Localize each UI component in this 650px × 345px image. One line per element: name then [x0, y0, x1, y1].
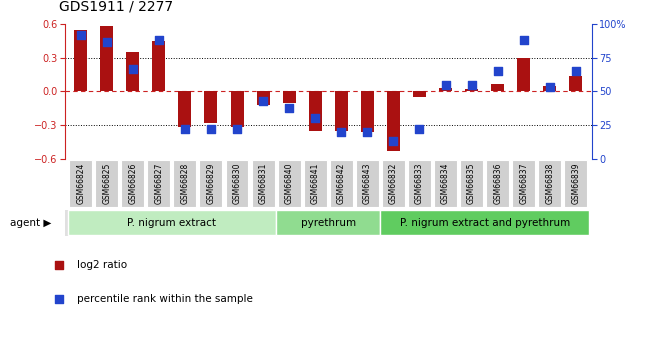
Bar: [543, 86, 556, 91]
Text: P. nigrum extract and pyrethrum: P. nigrum extract and pyrethrum: [400, 218, 570, 228]
Point: [127, 66, 138, 71]
Bar: [356, 160, 379, 207]
Bar: [152, 41, 165, 91]
Text: GSM66836: GSM66836: [493, 163, 502, 205]
Bar: [434, 160, 457, 207]
Text: GSM66838: GSM66838: [545, 163, 554, 204]
Bar: [569, 76, 582, 91]
Text: GSM66825: GSM66825: [102, 163, 111, 204]
Text: P. nigrum extract: P. nigrum extract: [127, 218, 216, 228]
Point: [362, 129, 372, 135]
Text: percentile rank within the sample: percentile rank within the sample: [77, 294, 253, 304]
Text: GSM66830: GSM66830: [233, 163, 242, 205]
Bar: [330, 160, 353, 207]
Bar: [257, 91, 270, 105]
Bar: [413, 91, 426, 97]
Bar: [408, 160, 431, 207]
Bar: [252, 160, 274, 207]
Point: [232, 126, 242, 132]
Bar: [74, 30, 87, 91]
Text: GSM66827: GSM66827: [154, 163, 163, 204]
Text: GSM66826: GSM66826: [128, 163, 137, 204]
Text: GSM66824: GSM66824: [76, 163, 85, 204]
Point: [179, 126, 190, 132]
Point: [388, 138, 398, 144]
Point: [519, 38, 529, 43]
Bar: [122, 160, 144, 207]
Text: GSM66839: GSM66839: [571, 163, 580, 205]
Text: agent ▶: agent ▶: [10, 218, 51, 228]
Point: [467, 82, 477, 87]
Bar: [200, 160, 222, 207]
Bar: [439, 88, 452, 91]
Bar: [276, 210, 380, 235]
Bar: [486, 160, 509, 207]
Bar: [382, 160, 405, 207]
Point: [258, 98, 268, 104]
Bar: [465, 89, 478, 91]
Point: [206, 126, 216, 132]
Bar: [178, 91, 191, 127]
Point: [291, 165, 301, 170]
Bar: [283, 91, 296, 103]
Bar: [68, 210, 276, 235]
Bar: [304, 160, 327, 207]
Text: GSM66835: GSM66835: [467, 163, 476, 205]
Text: GSM66841: GSM66841: [311, 163, 320, 204]
Text: GSM66831: GSM66831: [259, 163, 268, 204]
Bar: [278, 160, 300, 207]
Bar: [517, 58, 530, 91]
Bar: [512, 160, 535, 207]
Point: [153, 38, 164, 43]
Bar: [69, 160, 92, 207]
Point: [101, 39, 112, 45]
Point: [414, 126, 424, 132]
Bar: [100, 26, 113, 91]
Point: [545, 85, 555, 90]
Bar: [335, 91, 348, 131]
Bar: [205, 91, 218, 123]
Text: GSM66833: GSM66833: [415, 163, 424, 205]
Bar: [226, 160, 248, 207]
Bar: [309, 91, 322, 131]
Text: GSM66840: GSM66840: [285, 163, 294, 205]
Text: log2 ratio: log2 ratio: [77, 260, 127, 270]
Text: GSM66829: GSM66829: [207, 163, 215, 204]
Text: GDS1911 / 2277: GDS1911 / 2277: [58, 0, 173, 14]
Text: GSM66834: GSM66834: [441, 163, 450, 205]
Point: [310, 116, 320, 121]
Bar: [491, 83, 504, 91]
Text: pyrethrum: pyrethrum: [301, 218, 356, 228]
Point: [440, 82, 450, 87]
Bar: [231, 91, 244, 127]
Bar: [148, 160, 170, 207]
Bar: [126, 52, 139, 91]
Text: GSM66842: GSM66842: [337, 163, 346, 204]
Point: [571, 68, 581, 74]
Bar: [564, 160, 588, 207]
Bar: [387, 91, 400, 151]
Point: [75, 32, 86, 38]
Text: GSM66828: GSM66828: [181, 163, 189, 204]
Bar: [96, 160, 118, 207]
Bar: [460, 160, 483, 207]
Bar: [380, 210, 589, 235]
Point: [493, 68, 503, 74]
Text: GSM66832: GSM66832: [389, 163, 398, 204]
Bar: [174, 160, 196, 207]
Point: [284, 105, 294, 110]
Text: GSM66837: GSM66837: [519, 163, 528, 205]
Point: [336, 129, 346, 135]
Text: GSM66843: GSM66843: [363, 163, 372, 205]
Bar: [361, 91, 374, 132]
Bar: [538, 160, 561, 207]
